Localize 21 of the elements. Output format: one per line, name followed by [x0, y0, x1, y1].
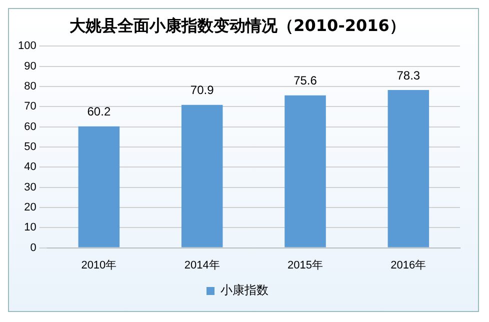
data-label: 75.6: [294, 74, 318, 88]
y-tick-label: 90: [24, 60, 36, 72]
y-tick-label: 60: [24, 120, 36, 133]
y-tick-label: 40: [24, 161, 36, 174]
y-tick-label: 80: [24, 80, 36, 93]
chart-title: 大姚县全面小康指数变动情况（2010-2016）: [70, 16, 406, 35]
legend-label: 小康指数: [220, 283, 268, 298]
x-tick-label: 2010年: [81, 259, 117, 272]
y-tick-label: 100: [18, 40, 36, 52]
x-tick-label: 2016年: [390, 259, 426, 272]
y-tick-label: 20: [24, 202, 36, 214]
x-tick-label: 2014年: [184, 259, 220, 272]
y-tick-label: 10: [24, 222, 36, 234]
data-label: 60.2: [87, 104, 111, 119]
y-tick-label: 50: [24, 141, 36, 154]
y-tick-label: 70: [24, 100, 36, 113]
data-label: 70.9: [190, 83, 214, 98]
y-tick-label: 30: [24, 181, 36, 194]
y-tick-label: 0: [30, 242, 36, 254]
data-label: 78.3: [396, 68, 420, 82]
x-tick-label: 2015年: [288, 259, 323, 272]
